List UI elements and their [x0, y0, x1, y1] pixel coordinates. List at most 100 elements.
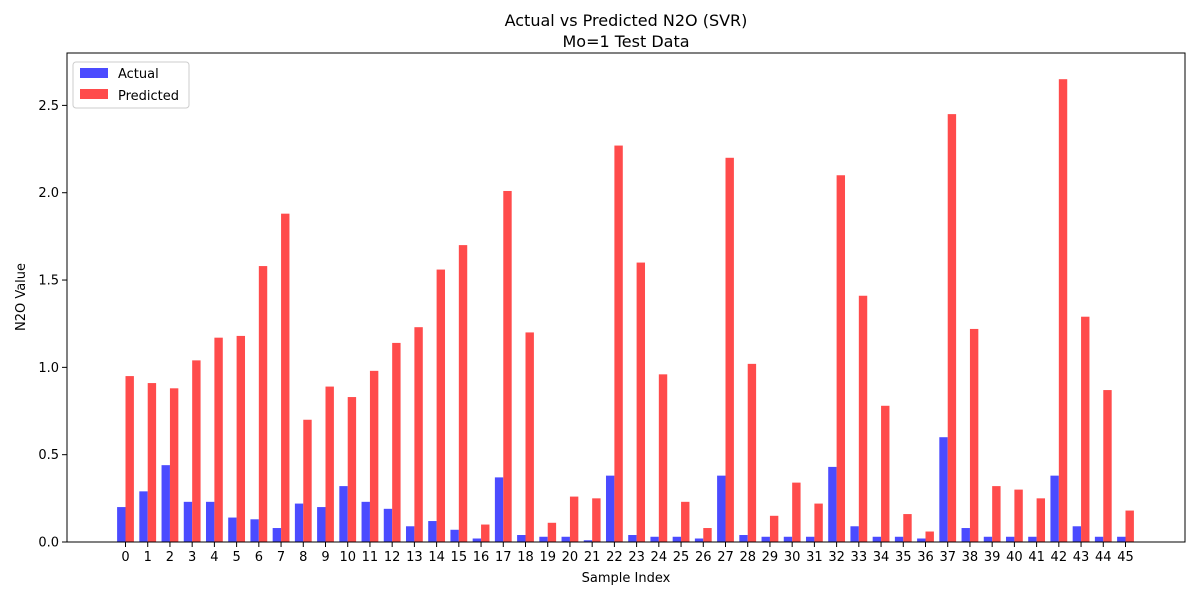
x-tick-label: 43 [1073, 550, 1090, 565]
bar-actual-17 [494, 477, 504, 542]
bar-predicted-16 [481, 524, 490, 542]
bar-predicted-24 [658, 374, 668, 542]
legend: Actual Predicted [72, 61, 190, 109]
bar-predicted-18 [525, 332, 534, 542]
y-tick-label: 1.0 [38, 361, 59, 376]
bar-actual-43 [1072, 526, 1082, 542]
bar-actual-2 [161, 465, 170, 542]
bar-actual-45 [1117, 536, 1126, 542]
bar-predicted-36 [925, 531, 934, 542]
legend-label-actual: Actual [118, 67, 159, 82]
x-tick-label: 18 [517, 550, 534, 565]
chart-title: Actual vs Predicted N2O (SVR) [505, 11, 748, 30]
bar-predicted-27 [725, 157, 734, 543]
x-tick-label: 17 [495, 550, 512, 565]
bar-actual-20 [561, 536, 570, 542]
chart-subtitle: Mo=1 Test Data [562, 32, 689, 51]
bar-predicted-22 [614, 145, 623, 542]
bar-predicted-19 [547, 522, 557, 542]
x-tick-label: 12 [384, 550, 401, 565]
x-tick-label: 33 [851, 550, 868, 565]
bar-predicted-9 [325, 386, 334, 542]
bar-predicted-14 [436, 269, 446, 542]
x-tick-label: 6 [255, 550, 263, 565]
x-tick-label: 3 [188, 550, 196, 565]
bar-actual-29 [761, 536, 770, 542]
bar-actual-30 [783, 536, 793, 542]
x-tick-label: 8 [299, 550, 307, 565]
bar-predicted-38 [969, 328, 979, 542]
bar-actual-3 [183, 501, 193, 542]
x-tick-label: 28 [739, 550, 756, 565]
x-tick-label: 36 [917, 550, 934, 565]
x-tick-label: 21 [584, 550, 601, 565]
x-tick-label: 14 [428, 550, 445, 565]
y-tick-label: 0.0 [38, 536, 59, 551]
legend-swatch-predicted [80, 89, 108, 99]
bar-actual-27 [717, 475, 726, 542]
x-tick-label: 34 [873, 550, 890, 565]
bar-predicted-10 [347, 397, 357, 542]
bar-predicted-41 [1036, 498, 1046, 542]
bar-predicted-45 [1125, 510, 1134, 542]
bar-actual-32 [828, 466, 837, 542]
y-tick-label: 2.0 [38, 186, 59, 201]
bar-predicted-42 [1058, 79, 1068, 542]
bar-actual-13 [405, 526, 415, 542]
bar-actual-0 [117, 507, 126, 542]
bar-predicted-23 [636, 262, 646, 542]
bar-predicted-31 [814, 503, 823, 542]
y-tick-label: 2.5 [38, 99, 59, 114]
x-tick-label: 38 [962, 550, 979, 565]
x-tick-label: 45 [1117, 550, 1134, 565]
bar-predicted-0 [125, 376, 134, 542]
bar-predicted-44 [1103, 390, 1112, 542]
y-axis-label: N2O Value [14, 263, 29, 331]
bar-actual-24 [650, 536, 659, 542]
bar-actual-34 [872, 536, 882, 542]
x-tick-label: 44 [1095, 550, 1112, 565]
bar-actual-44 [1094, 536, 1104, 542]
bar-actual-8 [294, 503, 304, 542]
x-tick-label: 10 [339, 550, 356, 565]
bar-actual-9 [317, 507, 326, 542]
bar-actual-25 [672, 536, 682, 542]
bar-actual-37 [939, 437, 948, 542]
bar-predicted-7 [281, 213, 290, 543]
bar-actual-6 [250, 519, 259, 542]
x-tick-label: 42 [1051, 550, 1068, 565]
plot-frame [66, 52, 1186, 543]
x-tick-label: 40 [1006, 550, 1023, 565]
bar-actual-5 [228, 517, 237, 542]
bar-actual-14 [428, 521, 437, 542]
x-tick-label: 27 [717, 550, 734, 565]
bar-predicted-33 [858, 295, 868, 542]
bar-predicted-12 [392, 342, 401, 542]
x-tick-label: 4 [210, 550, 218, 565]
bar-predicted-11 [369, 370, 379, 542]
bar-predicted-40 [1014, 489, 1023, 542]
x-tick-label: 13 [406, 550, 423, 565]
x-axis: 0 1 2 3 4 5 6 7 8 9 10 11 12 13 14 15 16 17 18 19 20 21 22 23 24… [121, 542, 1134, 565]
bar-predicted-30 [792, 482, 801, 542]
bar-actual-31 [805, 536, 815, 542]
bar-actual-15 [450, 529, 459, 542]
x-tick-label: 9 [321, 550, 329, 565]
bar-actual-28 [739, 535, 748, 542]
bar-predicted-15 [458, 245, 468, 543]
bar-actual-11 [361, 501, 370, 542]
x-tick-label: 37 [939, 550, 956, 565]
x-tick-label: 11 [362, 550, 379, 565]
bar-actual-26 [694, 538, 704, 542]
bar-predicted-28 [747, 363, 757, 542]
bar-predicted-39 [992, 486, 1001, 542]
x-tick-label: 41 [1028, 550, 1045, 565]
bar-actual-7 [272, 528, 282, 542]
x-tick-label: 32 [828, 550, 845, 565]
bar-actual-18 [517, 535, 526, 542]
x-tick-label: 35 [895, 550, 912, 565]
x-tick-label: 19 [539, 550, 556, 565]
bar-actual-21 [583, 540, 593, 542]
x-tick-label: 30 [784, 550, 801, 565]
